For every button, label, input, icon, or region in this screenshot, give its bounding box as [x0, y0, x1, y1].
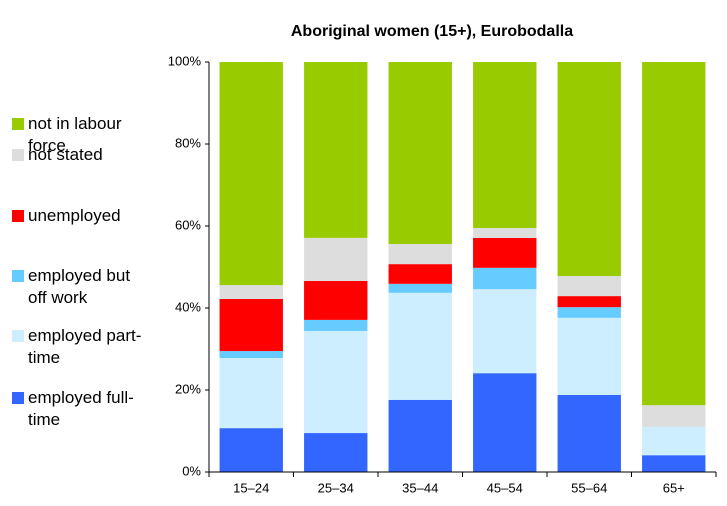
bar-segment	[219, 428, 283, 472]
bar-segment	[557, 394, 621, 472]
bar-segment	[219, 62, 283, 286]
y-tick-label: 100%	[168, 53, 202, 68]
legend-label: employed full-time	[28, 388, 134, 429]
legend-swatch	[12, 270, 24, 282]
y-tick-label: 20%	[175, 381, 201, 396]
y-tick-label: 80%	[175, 135, 201, 150]
legend-item: unemployed	[12, 205, 144, 227]
bar-segment	[304, 280, 368, 320]
bar-segment	[473, 289, 537, 374]
x-tick-label: 35–44	[402, 480, 438, 495]
y-tick-label: 0%	[182, 463, 201, 478]
legend-swatch	[12, 210, 24, 222]
bar-segment	[557, 317, 621, 395]
bar-segment	[557, 296, 621, 308]
legend-label: employed but off work	[28, 266, 131, 307]
legend-label: employed part-time	[28, 326, 142, 367]
bar-segment	[642, 405, 706, 427]
bar-segment	[473, 228, 537, 238]
bar-segment	[219, 351, 283, 359]
bar-segment	[557, 276, 621, 297]
bar-segment	[388, 62, 452, 245]
legend-item: employed part-time	[12, 325, 144, 369]
x-tick-label: 15–24	[233, 480, 269, 495]
x-tick-label: 65+	[663, 480, 685, 495]
legend-swatch	[12, 149, 24, 161]
bar-segment	[642, 62, 706, 406]
bar-segment	[304, 319, 368, 331]
bar-segment	[388, 244, 452, 265]
legend-swatch	[12, 392, 24, 404]
bar-segment	[304, 62, 368, 238]
x-tick-label: 45–54	[487, 480, 523, 495]
bar-segment	[473, 237, 537, 268]
legend-label: not in labour force	[28, 114, 122, 155]
bar-segment	[557, 307, 621, 318]
bar-segment	[473, 267, 537, 290]
y-tick-label: 60%	[175, 217, 201, 232]
bar-segment	[388, 283, 452, 293]
bar-segment	[388, 292, 452, 400]
legend-label: unemployed	[28, 206, 121, 225]
bar-segment	[642, 455, 706, 472]
bar-segment	[388, 399, 452, 472]
legend-item: employed full-time	[12, 387, 144, 431]
legend-swatch	[12, 330, 24, 342]
bar-segment	[557, 62, 621, 277]
x-tick-label: 25–34	[318, 480, 354, 495]
legend-item: not stated	[12, 144, 144, 166]
bar-segment	[219, 285, 283, 299]
legend-item: employed but off work	[12, 265, 144, 309]
bar-segment	[473, 373, 537, 472]
bar-segment	[304, 433, 368, 472]
bar-segment	[219, 358, 283, 429]
legend-swatch	[12, 118, 24, 130]
legend-item: not in labour force	[12, 113, 144, 157]
bar-segment	[642, 426, 706, 456]
bar-segment	[304, 330, 368, 434]
chart-title: Aboriginal women (15+), Eurobodalla	[291, 23, 573, 40]
legend-label: not stated	[28, 145, 103, 164]
bar-segment	[219, 298, 283, 352]
x-tick-label: 55–64	[571, 480, 607, 495]
bar-segment	[473, 62, 537, 229]
bar-segment	[304, 237, 368, 281]
y-tick-label: 40%	[175, 299, 201, 314]
bar-segment	[388, 264, 452, 284]
